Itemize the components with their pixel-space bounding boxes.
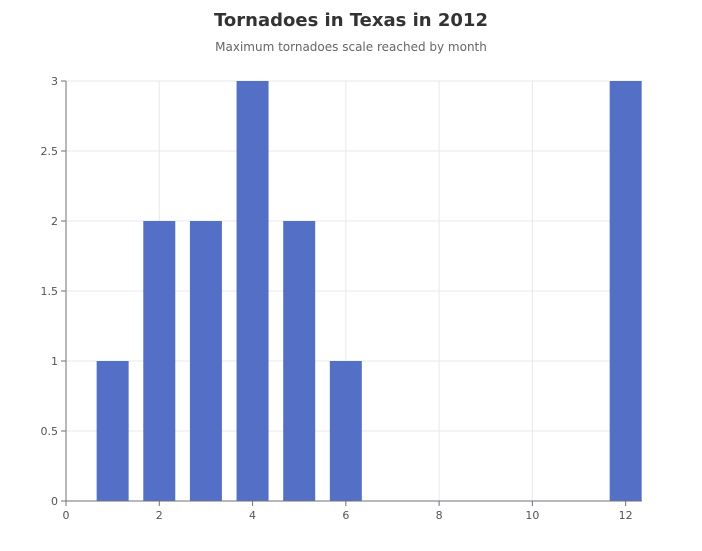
y-tick-label: 1.5: [41, 285, 59, 298]
x-tick-label: 12: [619, 509, 633, 522]
y-tick-label: 0.5: [41, 425, 59, 438]
x-tick-label: 6: [342, 509, 349, 522]
x-tick-label: 2: [156, 509, 163, 522]
y-tick-label: 0: [51, 495, 58, 508]
bar-month-4[interactable]: [236, 81, 269, 501]
y-tick-label: 3: [51, 75, 58, 88]
bar-month-1[interactable]: [96, 361, 129, 501]
x-tick-label: 8: [436, 509, 443, 522]
bar-month-2[interactable]: [143, 221, 176, 501]
chart-title: Tornadoes in Texas in 2012: [214, 10, 488, 31]
y-tick-label: 1: [51, 355, 58, 368]
y-tick-label: 2.5: [41, 145, 59, 158]
bars: [96, 81, 642, 501]
bar-month-5[interactable]: [283, 221, 316, 501]
chart-subtitle: Maximum tornadoes scale reached by month: [215, 40, 487, 54]
x-tick-label: 4: [249, 509, 256, 522]
bar-month-12[interactable]: [609, 81, 642, 501]
x-tick-label: 10: [525, 509, 539, 522]
y-tick-label: 2: [51, 215, 58, 228]
x-tick-label: 0: [63, 509, 70, 522]
axes: 0 0.5 1 1.5 2 2.5 3 0 2 4 6 8 10 12: [41, 75, 642, 522]
bar-month-6[interactable]: [329, 361, 362, 501]
bar-month-3[interactable]: [189, 221, 222, 501]
